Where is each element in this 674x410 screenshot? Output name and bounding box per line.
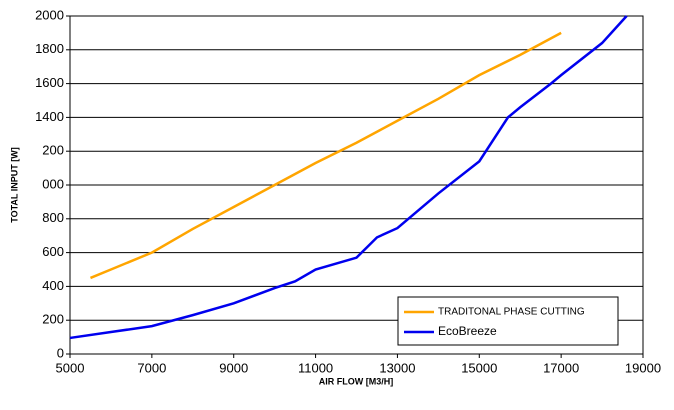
x-axis-title: AIR FLOW [M3/H]: [319, 376, 394, 386]
y-tick-label: 1800: [35, 41, 64, 56]
y-tick-label: 400: [42, 278, 64, 293]
y-axis-title: TOTAL INPUT [W]: [9, 147, 19, 223]
y-tick-label: 1400: [35, 109, 64, 124]
x-tick-label: 7000: [137, 360, 166, 375]
x-tick-label: 17000: [543, 360, 579, 375]
line-series: [89, 31, 562, 280]
y-tick-label: 600: [42, 244, 64, 259]
y-tick-label: 000: [42, 176, 64, 191]
y-tick-label: 2000: [35, 7, 64, 22]
x-tick-label: 15000: [461, 360, 497, 375]
y-tick-label: 200: [42, 312, 64, 327]
y-tick-label: 0: [57, 345, 64, 360]
legend-label: TRADITONAL PHASE CUTTING: [438, 307, 585, 318]
y-tick-label: 1600: [35, 75, 64, 90]
y-tick-label: 800: [42, 210, 64, 225]
legend-label: EcoBreeze: [438, 324, 497, 338]
x-tick-label: 5000: [56, 360, 85, 375]
x-tick-label: 19000: [625, 360, 661, 375]
legend-box: [397, 296, 619, 346]
line-series: [69, 15, 628, 340]
x-tick-label: 11000: [298, 360, 333, 375]
y-tick-label: 200: [42, 143, 64, 158]
plot-frame: [69, 15, 644, 355]
x-tick-label: 13000: [379, 360, 415, 375]
x-tick-label: 9000: [219, 360, 248, 375]
